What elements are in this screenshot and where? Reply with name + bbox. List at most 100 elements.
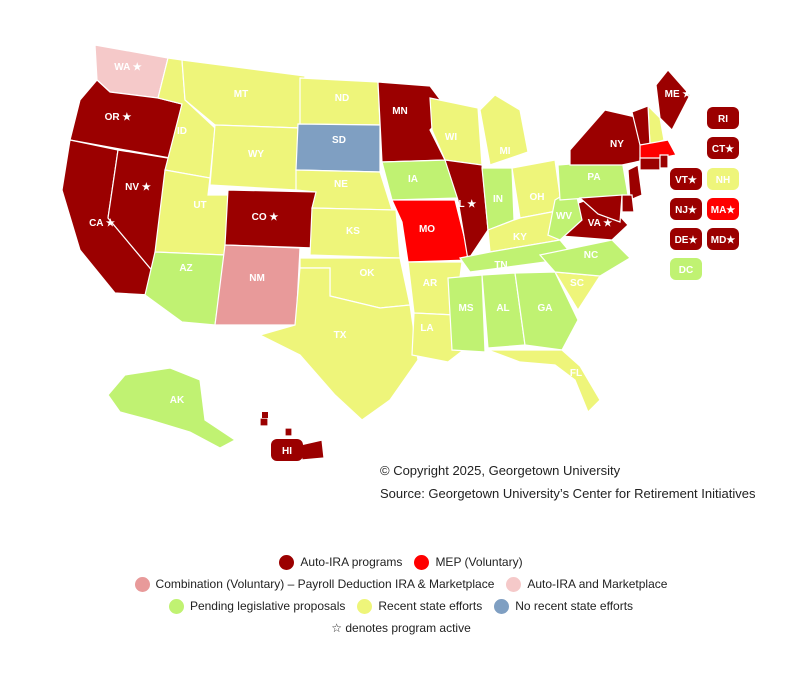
state-mt-label: MT bbox=[234, 89, 248, 100]
state-al-label: AL bbox=[496, 303, 509, 314]
state-nj-callout[interactable] bbox=[670, 198, 702, 220]
state-in-label: IN bbox=[493, 194, 503, 205]
state-dc-label: DC bbox=[679, 265, 693, 276]
state-wy-label: WY bbox=[248, 149, 264, 160]
state-ca-label: CA ★ bbox=[89, 218, 115, 229]
legend-swatch bbox=[134, 576, 150, 592]
legend-swatch bbox=[414, 554, 430, 570]
state-de-label: DE★ bbox=[675, 235, 698, 246]
state-az-label: AZ bbox=[179, 263, 192, 274]
state-vt-callout[interactable] bbox=[670, 168, 702, 190]
state-ak-label: AK bbox=[170, 395, 185, 406]
state-ms-shape[interactable] bbox=[447, 274, 486, 353]
legend-row: Combination (Voluntary) – Payroll Deduct… bbox=[0, 573, 802, 595]
state-ma-label: MA★ bbox=[711, 205, 736, 216]
legend-row: Auto-IRA programs MEP (Voluntary) bbox=[0, 551, 802, 573]
hawaii-island bbox=[262, 412, 268, 418]
state-nh-callout[interactable] bbox=[707, 168, 739, 190]
legend-label: Recent state efforts bbox=[378, 599, 483, 613]
legend-label: MEP (Voluntary) bbox=[435, 555, 523, 569]
state-il-shape[interactable] bbox=[444, 159, 489, 262]
legend-swatch bbox=[506, 576, 522, 592]
state-az-shape[interactable] bbox=[144, 251, 226, 326]
state-id-label: ID bbox=[177, 126, 187, 137]
state-nv-label: NV ★ bbox=[125, 182, 151, 193]
legend-item-combination: Combination (Voluntary) – Payroll Deduct… bbox=[134, 576, 495, 592]
legend-row: Pending legislative proposals Recent stat… bbox=[0, 595, 802, 617]
state-tx-shape[interactable] bbox=[258, 267, 419, 421]
source-text: Source: Georgetown University’s Center f… bbox=[380, 486, 756, 501]
legend-item-recent: Recent state efforts bbox=[357, 598, 483, 614]
state-sc-label: SC bbox=[570, 278, 584, 289]
state-oh-label: OH bbox=[530, 192, 545, 203]
state-nj-shape[interactable] bbox=[627, 164, 643, 201]
state-ia-label: IA bbox=[408, 174, 418, 185]
state-de-callout[interactable] bbox=[670, 228, 702, 250]
state-wv-label: WV bbox=[556, 211, 572, 222]
state-ok-label: OK bbox=[360, 268, 376, 279]
map-svg: WA ★ OR ★ CA ★ NV ★ ID MT WY UT AZ CO ★ NM ND SD NE KS… bbox=[61, 44, 739, 461]
state-mn-label: MN bbox=[392, 106, 408, 117]
legend-label: No recent state efforts bbox=[515, 599, 634, 613]
state-sd-shape[interactable] bbox=[295, 123, 381, 173]
state-nd-label: ND bbox=[335, 93, 349, 104]
state-mi-shape[interactable] bbox=[479, 94, 529, 166]
state-la-label: LA bbox=[420, 323, 433, 334]
state-nm-shape[interactable] bbox=[214, 244, 301, 326]
state-nc-shape[interactable] bbox=[538, 239, 631, 277]
state-wi-label: WI bbox=[445, 132, 457, 143]
state-ga-shape[interactable] bbox=[514, 271, 579, 351]
legend-item-mep: MEP (Voluntary) bbox=[414, 554, 523, 570]
state-fl-label: FL bbox=[570, 368, 582, 379]
state-mo-label: MO bbox=[419, 224, 435, 235]
state-sd-label: SD bbox=[332, 135, 346, 146]
legend-swatch bbox=[357, 598, 373, 614]
state-nj-label: NJ★ bbox=[675, 205, 697, 216]
us-states-map: WA ★ OR ★ CA ★ NV ★ ID MT WY UT AZ CO ★ NM ND SD NE KS… bbox=[61, 44, 739, 461]
state-nm-label: NM bbox=[249, 273, 265, 284]
legend-item-auto-ira: Auto-IRA programs bbox=[279, 554, 403, 570]
state-ky-label: KY bbox=[513, 232, 527, 243]
state-co-label: CO ★ bbox=[252, 212, 279, 223]
state-or-label: OR ★ bbox=[105, 112, 132, 123]
map-legend: Auto-IRA programs MEP (Voluntary) Combinat… bbox=[0, 551, 802, 639]
state-ri-label: RI bbox=[718, 114, 728, 125]
state-me-shape[interactable] bbox=[655, 69, 691, 132]
state-md-shape[interactable] bbox=[578, 194, 623, 223]
state-me-label: ME ★ bbox=[665, 89, 692, 100]
state-ri-callout[interactable] bbox=[707, 107, 739, 129]
state-ct-callout[interactable] bbox=[707, 137, 739, 159]
state-ny-label: NY bbox=[610, 139, 624, 150]
legend-item-auto-ira-marketplace: Auto-IRA and Marketplace bbox=[506, 576, 668, 592]
state-ct-label: CT★ bbox=[712, 144, 734, 155]
legend-label: Combination (Voluntary) – Payroll Deduct… bbox=[155, 577, 495, 591]
state-ne-label: NE bbox=[334, 179, 348, 190]
state-wa-label: WA ★ bbox=[114, 62, 142, 73]
state-pa-label: PA bbox=[587, 172, 600, 183]
state-md-callout[interactable] bbox=[707, 228, 739, 250]
state-nc-label: NC bbox=[584, 250, 598, 261]
legend-label: Auto-IRA and Marketplace bbox=[527, 577, 668, 591]
state-ma-callout[interactable] bbox=[707, 198, 739, 220]
state-tx-label: TX bbox=[334, 330, 347, 341]
state-dc-callout[interactable] bbox=[670, 258, 702, 280]
state-ct-shape[interactable] bbox=[639, 157, 661, 171]
state-hi-label: HI bbox=[282, 446, 292, 457]
state-ut-label: UT bbox=[193, 200, 206, 211]
state-de-shape[interactable] bbox=[621, 194, 635, 213]
state-ak-shape[interactable] bbox=[107, 367, 237, 449]
state-tn-label: TN bbox=[494, 260, 507, 271]
state-mo-shape[interactable] bbox=[391, 199, 471, 263]
state-fl-shape[interactable] bbox=[487, 349, 601, 414]
state-ar-label: AR bbox=[423, 278, 438, 289]
state-nh-label: NH bbox=[716, 175, 730, 186]
state-ms-label: MS bbox=[459, 303, 474, 314]
legend-item-pending: Pending legislative proposals bbox=[168, 598, 345, 614]
state-vt-label: VT★ bbox=[675, 175, 697, 186]
state-ri-shape[interactable] bbox=[659, 154, 669, 169]
legend-label: Auto-IRA programs bbox=[300, 555, 403, 569]
state-md-label: MD★ bbox=[711, 235, 736, 246]
state-va-label: VA ★ bbox=[588, 218, 613, 229]
legend-swatch bbox=[168, 598, 184, 614]
state-hi-callout[interactable] bbox=[271, 439, 303, 461]
